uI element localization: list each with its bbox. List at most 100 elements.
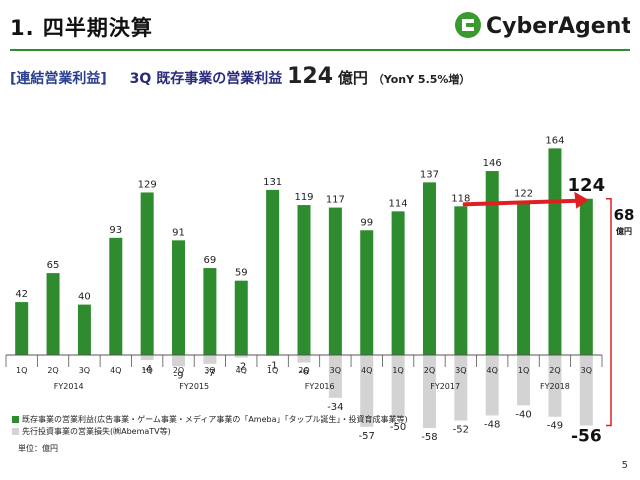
- page-title: 1. 四半期決算: [10, 16, 153, 40]
- bar-investment-7: [234, 355, 248, 358]
- bar-existing-0: [15, 302, 29, 355]
- bar-existing-10: [328, 207, 342, 355]
- bar-investment-5: [172, 355, 186, 367]
- data-label-investment-16: -40: [515, 409, 531, 420]
- bar-investment-16: [517, 355, 531, 406]
- bar-existing-8: [266, 189, 280, 355]
- legend-label-investment: 先行投資事業の営業損失(㈱AbemaTV等): [22, 426, 171, 436]
- x-tick-label-5: 2Q: [173, 366, 184, 375]
- subtitle-yoy: （YonY 5.5%増）: [372, 73, 471, 86]
- fiscal-year-label-3: FY2017: [430, 382, 460, 391]
- bar-investment-11: [360, 355, 374, 427]
- bar-investment-8: [266, 355, 280, 357]
- data-label-existing-2: 40: [78, 292, 91, 303]
- x-tick-label-7: 4Q: [236, 366, 247, 375]
- bar-investment-18: [579, 355, 593, 426]
- fiscal-year-label-2: FY2016: [305, 382, 335, 391]
- growth-arrow-line: [462, 198, 579, 207]
- growth-arrow-head: [574, 191, 589, 209]
- highlight-value-label: 124: [568, 175, 606, 196]
- subtitle-value: 124: [287, 64, 334, 89]
- x-tick-label-14: 3Q: [455, 366, 466, 375]
- x-tick-label-11: 4Q: [361, 366, 372, 375]
- x-tick-label-10: 3Q: [330, 366, 341, 375]
- x-tick-label-3: 4Q: [110, 366, 121, 375]
- net-total-value: 68: [614, 206, 635, 224]
- bar-existing-9: [297, 205, 311, 355]
- x-tick-label-17: 2Q: [549, 366, 560, 375]
- x-tick-label-2: 3Q: [79, 366, 90, 375]
- bar-existing-2: [77, 304, 91, 355]
- bar-existing-3: [109, 237, 123, 355]
- title-bar: 1. 四半期決算 CyberAgent.: [0, 0, 640, 52]
- bar-existing-13: [422, 182, 436, 355]
- bar-existing-11: [360, 230, 374, 355]
- logo-text: CyberAgent.: [486, 14, 630, 39]
- bar-investment-4: [140, 355, 154, 361]
- data-label-existing-5: 91: [172, 227, 185, 238]
- legend: 既存事業の営業利益(広告事業・ゲーム事業・メディア事業の「Ameba」「タップル…: [12, 413, 408, 437]
- data-label-existing-7: 59: [235, 268, 248, 279]
- x-tick-label-12: 1Q: [392, 366, 403, 375]
- data-label-existing-1: 65: [47, 260, 60, 271]
- logo-mark-letter: [462, 19, 474, 31]
- x-tick-label-16: 1Q: [518, 366, 529, 375]
- data-label-existing-17: 164: [545, 135, 564, 146]
- x-tick-label-8: 1Q: [267, 366, 278, 375]
- highlight-negative-label: -56: [571, 427, 602, 447]
- data-label-existing-0: 42: [15, 289, 28, 300]
- bar-investment-14: [454, 355, 468, 421]
- x-tick-label-15: 4Q: [487, 366, 498, 375]
- data-label-investment-12: -50: [390, 422, 406, 433]
- data-label-existing-9: 119: [294, 192, 313, 203]
- bar-investment-10: [328, 355, 342, 398]
- fiscal-year-label-0: FY2014: [54, 382, 84, 391]
- data-label-investment-17: -49: [547, 421, 563, 432]
- net-total-bracket: [606, 198, 612, 427]
- title-rule: [10, 49, 630, 51]
- legend-label-existing: 既存事業の営業利益(広告事業・ゲーム事業・メディア事業の「Ameba」「タップル…: [22, 414, 408, 424]
- data-label-investment-9: -6: [299, 367, 309, 378]
- fiscal-year-label-1: FY2015: [179, 382, 209, 391]
- bar-investment-15: [485, 355, 499, 416]
- subtitle-lead: 3Q 既存事業の営業利益: [129, 71, 283, 87]
- bar-existing-6: [203, 268, 217, 355]
- net-total-unit: 億円: [616, 226, 632, 236]
- x-tick-label-6: 3Q: [204, 366, 215, 375]
- data-label-investment-7: -2: [236, 362, 246, 373]
- bar-existing-17: [548, 148, 562, 355]
- data-label-existing-4: 129: [138, 179, 157, 190]
- subtitle-unit: 億円: [337, 69, 368, 87]
- legend-item-existing: 既存事業の営業利益(広告事業・ゲーム事業・メディア事業の「Ameba」「タップル…: [12, 413, 408, 425]
- fiscal-year-label-4: FY2018: [540, 382, 570, 391]
- data-label-existing-8: 131: [263, 177, 282, 188]
- data-label-existing-14: 118: [451, 193, 470, 204]
- bar-existing-12: [391, 211, 405, 355]
- data-label-existing-16: 122: [514, 188, 533, 199]
- data-label-investment-14: -52: [453, 425, 469, 436]
- legend-swatch-gray: [12, 427, 19, 435]
- data-label-investment-8: -1: [268, 360, 278, 371]
- x-tick-label-13: 2Q: [424, 366, 435, 375]
- x-tick-label-18: 3Q: [581, 366, 592, 375]
- data-label-investment-5: -9: [174, 370, 184, 381]
- data-label-existing-12: 114: [389, 198, 408, 209]
- cyberagent-logo: CyberAgent.: [455, 12, 630, 39]
- legend-swatch-green: [12, 415, 19, 423]
- operating-profit-chart: 42 65 40 93 129 -4 91 -9 69 -7 59 -2 131 -1 119 -6 117 -3…: [5, 135, 635, 447]
- bar-existing-1: [46, 273, 60, 355]
- section-label: [連結営業利益]: [10, 71, 107, 87]
- data-label-investment-4: -4: [142, 364, 152, 375]
- bar-investment-6: [203, 355, 217, 364]
- bar-investment-9: [297, 355, 311, 363]
- data-label-investment-11: -57: [359, 431, 375, 442]
- bar-investment-12: [391, 355, 405, 418]
- data-label-existing-6: 69: [204, 255, 217, 266]
- data-label-existing-3: 93: [109, 225, 122, 236]
- bar-existing-14: [454, 206, 468, 355]
- data-label-existing-11: 99: [360, 217, 373, 228]
- unit-note: 単位：億円: [18, 444, 58, 453]
- bar-existing-15: [485, 171, 499, 355]
- bar-existing-7: [234, 280, 248, 355]
- x-tick-label-1: 2Q: [47, 366, 58, 375]
